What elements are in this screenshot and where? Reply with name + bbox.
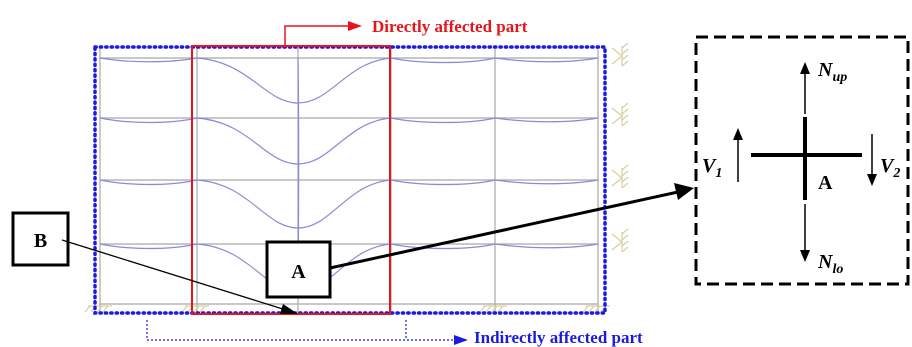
box-b (11, 211, 70, 267)
force-n-lo-arrow (800, 204, 810, 262)
deflection-curve (99, 179, 198, 186)
support-symbol (611, 42, 629, 67)
indirectly-affected-label: Indirectly affected part (474, 328, 643, 347)
deflection-curve (99, 117, 198, 124)
support-symbol (611, 164, 629, 189)
arrow-head (454, 335, 468, 345)
detail-a-label: A (818, 172, 833, 194)
support-symbol (611, 228, 629, 253)
base-support-symbol (479, 305, 507, 313)
base-support-symbol (582, 305, 610, 313)
deflection-curve (390, 117, 599, 124)
pointer-a-line (329, 190, 679, 270)
box-a-label: A (291, 261, 306, 283)
indirectly-affected-bracket (146, 320, 468, 345)
force-n-up-label: Nup (817, 59, 847, 85)
box-a (265, 240, 332, 299)
detail-box (694, 35, 910, 286)
base-support-symbol (181, 305, 209, 313)
deflection-curve (99, 57, 198, 63)
lateral-supports (611, 42, 629, 253)
force-v1-label: V1 (702, 155, 722, 181)
deflection-curve (196, 57, 392, 104)
base-supports (84, 305, 610, 313)
frame-structure (99, 48, 599, 312)
deflection-curve (196, 179, 392, 229)
base-support-symbol (84, 305, 112, 313)
arrow-head (348, 21, 362, 31)
pointer-b-line (61, 239, 287, 311)
deflection-curve (196, 117, 392, 165)
deflection-curve (99, 243, 198, 250)
box-b-label: B (34, 230, 47, 252)
joint-cross (751, 117, 862, 200)
force-v1-arrow (733, 128, 743, 182)
force-v2-arrow (867, 134, 877, 186)
deflection-curve (390, 179, 599, 186)
deflected-shape (99, 57, 599, 293)
deflection-curve (390, 57, 599, 64)
support-symbol (611, 102, 629, 127)
directly-affected-bracket (284, 21, 362, 46)
force-n-up-arrow (800, 62, 810, 114)
arrow-head (280, 304, 298, 314)
force-n-lo-label: Nlo (817, 251, 843, 277)
arrow-head (674, 183, 694, 200)
force-v2-label: V2 (880, 155, 900, 181)
directly-affected-label: Directly affected part (372, 17, 528, 36)
